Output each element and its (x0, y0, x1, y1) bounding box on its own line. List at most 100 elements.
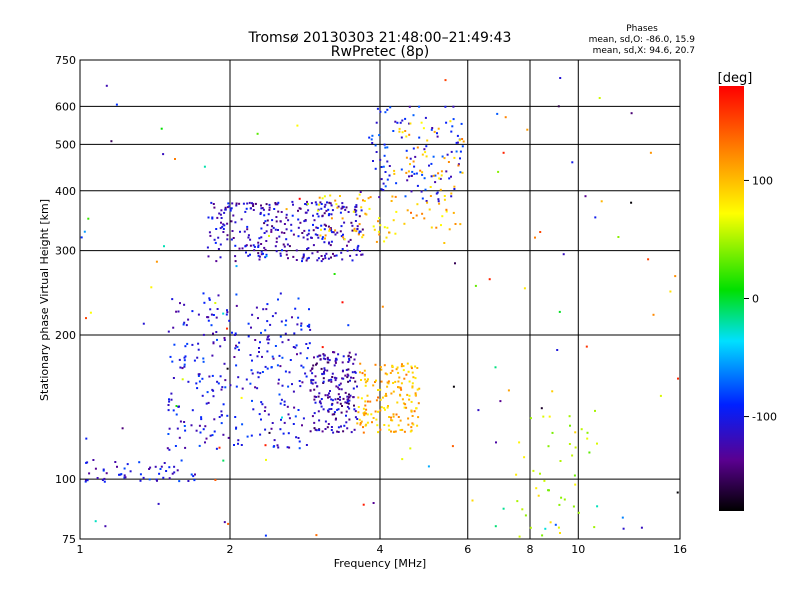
data-point (229, 208, 232, 211)
data-point (392, 382, 395, 384)
data-point (138, 461, 141, 464)
data-point (322, 353, 325, 356)
data-point (366, 394, 369, 397)
data-point (393, 430, 396, 433)
data-point (330, 213, 333, 216)
data-point (297, 409, 300, 411)
data-point (347, 211, 350, 213)
data-point (172, 409, 175, 412)
data-point (411, 415, 414, 417)
data-point (305, 203, 308, 206)
data-point (336, 231, 339, 234)
data-point (242, 202, 245, 205)
data-point (297, 235, 300, 238)
data-point (124, 476, 127, 479)
data-point (320, 260, 323, 263)
data-point (224, 386, 227, 389)
data-point (409, 157, 412, 160)
data-point (301, 381, 304, 384)
data-point (358, 193, 361, 196)
data-point (403, 406, 406, 409)
data-point (346, 376, 349, 379)
data-point (123, 467, 126, 470)
data-point (560, 496, 563, 499)
data-point (321, 373, 324, 376)
data-point (413, 172, 416, 175)
data-point (330, 426, 333, 428)
data-point (345, 206, 348, 209)
data-point (659, 394, 662, 397)
data-point (541, 534, 544, 537)
data-point (293, 332, 296, 335)
data-point (334, 398, 337, 401)
data-point (334, 360, 337, 362)
data-point (380, 188, 383, 191)
data-point (346, 373, 349, 376)
data-point (402, 402, 405, 405)
data-point (249, 253, 251, 256)
data-point (287, 338, 290, 341)
data-point (173, 471, 176, 474)
data-point (386, 160, 389, 163)
data-point (450, 195, 453, 198)
data-point (237, 376, 240, 379)
data-point (330, 429, 333, 431)
data-point (178, 436, 181, 439)
data-point (157, 502, 160, 505)
data-point (540, 407, 543, 410)
data-point (295, 259, 298, 261)
data-point (304, 372, 307, 375)
data-point (278, 354, 281, 357)
data-point (238, 247, 241, 250)
data-point (302, 253, 305, 256)
data-point (241, 247, 244, 250)
data-point (334, 199, 337, 202)
data-point (437, 198, 440, 201)
data-point (217, 294, 220, 297)
data-point (314, 428, 317, 431)
data-point (341, 202, 344, 205)
data-point (496, 112, 499, 115)
data-point (217, 382, 220, 385)
data-point (364, 381, 367, 384)
data-point (382, 182, 385, 185)
data-point (213, 206, 216, 209)
data-point (261, 403, 264, 406)
data-point (264, 428, 267, 431)
data-point (450, 175, 452, 178)
data-point (428, 208, 431, 211)
data-point (318, 203, 320, 206)
data-point (372, 502, 375, 504)
data-point (380, 406, 383, 409)
data-point (277, 378, 280, 381)
data-point (384, 408, 386, 411)
data-point (649, 151, 652, 154)
data-point (316, 209, 319, 212)
data-point (403, 222, 406, 225)
data-point (270, 228, 273, 231)
data-point (381, 305, 384, 308)
data-point (311, 372, 314, 375)
data-point (337, 205, 340, 208)
data-point (392, 219, 395, 222)
data-point (383, 240, 386, 243)
data-point (351, 229, 354, 232)
data-point (232, 214, 235, 217)
data-point (359, 191, 362, 193)
data-point (313, 388, 316, 391)
data-point (316, 259, 319, 262)
data-point (346, 405, 349, 408)
data-point (335, 203, 338, 206)
data-point (320, 228, 322, 231)
data-point (316, 355, 319, 358)
data-point (170, 398, 173, 401)
data-point (401, 428, 404, 431)
data-point (368, 207, 371, 210)
data-point (320, 255, 323, 257)
data-point (250, 434, 253, 437)
data-point (367, 197, 370, 200)
data-point (359, 423, 362, 426)
data-point (388, 231, 390, 234)
data-point (412, 423, 415, 426)
data-point (299, 385, 302, 388)
